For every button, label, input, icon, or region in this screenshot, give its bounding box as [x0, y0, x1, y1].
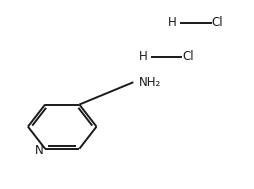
- Text: H: H: [139, 50, 148, 63]
- Text: N: N: [35, 144, 44, 157]
- Text: H: H: [168, 16, 177, 29]
- Text: Cl: Cl: [182, 50, 194, 63]
- Text: NH₂: NH₂: [139, 76, 161, 89]
- Text: Cl: Cl: [211, 16, 223, 29]
